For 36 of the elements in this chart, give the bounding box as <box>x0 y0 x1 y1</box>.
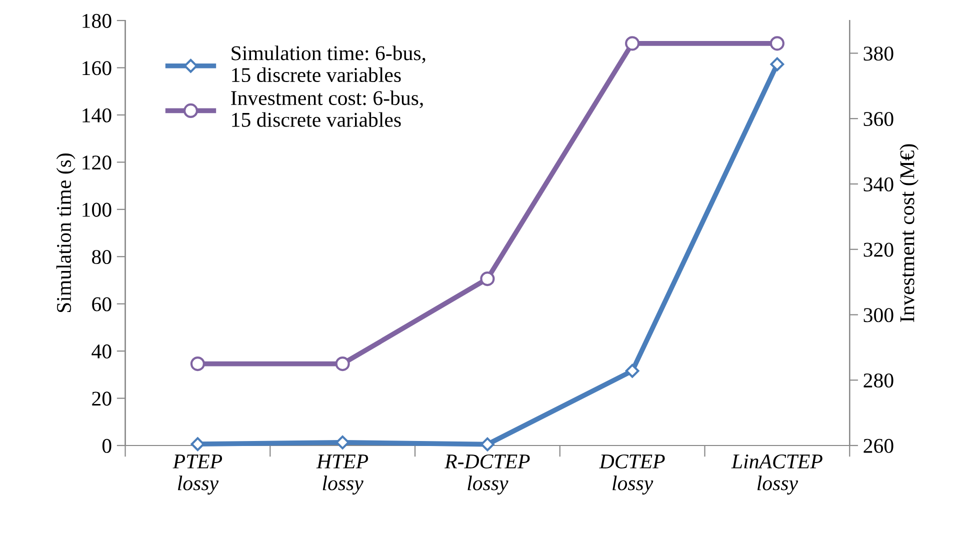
y-axis-title: Simulation time (s) <box>56 153 76 312</box>
y2-tick-label: 360 <box>864 112 894 126</box>
point <box>190 356 205 372</box>
y-tick-label: 80 <box>92 250 112 264</box>
legend-label: Simulation time: 6-bus, 15 discrete variables <box>232 46 426 82</box>
x-tick-label: DCTEP lossy <box>599 454 665 495</box>
point <box>770 36 784 51</box>
y-tick-label: 100 <box>82 202 112 217</box>
y-tick-label: 180 <box>82 14 112 28</box>
y-tick-label: 60 <box>92 297 112 312</box>
point <box>625 364 640 378</box>
point <box>335 356 350 372</box>
y2-tick-label: 380 <box>864 46 894 61</box>
x-tick-label: HTEP lossy <box>316 454 368 495</box>
y2-tick-label: 280 <box>864 373 894 388</box>
y2-tick-label: 340 <box>864 177 894 192</box>
y2-tick-label: 260 <box>864 438 894 453</box>
point <box>770 57 784 72</box>
y-tick-label: 140 <box>82 108 112 122</box>
y-tick-label: 160 <box>82 61 112 76</box>
y-tick-label: 0 <box>102 438 112 453</box>
point <box>625 36 640 51</box>
legend-label: Investment cost: 6-bus, 15 discrete variables <box>231 90 423 127</box>
y2-axis-title: Investment cost (M€) <box>900 144 919 322</box>
point <box>480 437 494 452</box>
x-tick-label: PTEP lossy <box>172 454 222 495</box>
y-tick-label: 40 <box>92 344 112 358</box>
x-tick-label: R-DCTEP lossy <box>444 454 530 495</box>
point <box>336 435 350 450</box>
y2-tick-label: 320 <box>864 242 894 257</box>
point <box>480 271 495 286</box>
y-tick-label: 120 <box>82 156 112 170</box>
point <box>190 437 205 452</box>
x-tick-label: LinACTEP lossy <box>731 454 822 495</box>
y-tick-label: 20 <box>92 392 112 406</box>
y2-tick-label: 300 <box>864 308 894 322</box>
